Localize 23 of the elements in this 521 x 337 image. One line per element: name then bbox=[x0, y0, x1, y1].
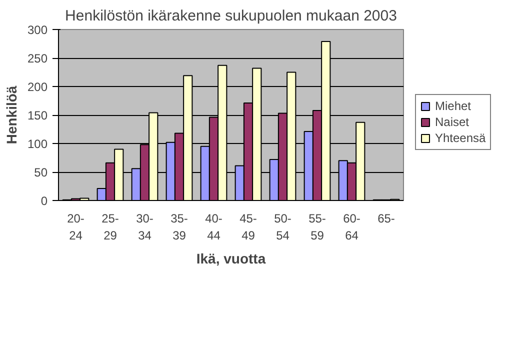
x-tick-label: 40-44 bbox=[205, 212, 222, 242]
y-tick-label: 0 bbox=[40, 194, 48, 208]
y-tick-label: 100 bbox=[27, 137, 48, 151]
x-tick-label: 35-39 bbox=[170, 212, 188, 242]
x-tick-label: 25-29 bbox=[102, 212, 119, 242]
x-tick-label: 55-59 bbox=[308, 212, 326, 242]
x-tick-label: 30-34 bbox=[136, 212, 154, 242]
x-tick-label: 65- bbox=[378, 212, 395, 226]
legend-label: Miehet bbox=[435, 99, 472, 113]
legend-label: Yhteensä bbox=[435, 131, 486, 145]
y-tick-label: 300 bbox=[27, 23, 48, 37]
y-tick-label: 200 bbox=[27, 80, 48, 94]
x-axis-title: Ikä, vuotta bbox=[196, 250, 266, 266]
x-tick-label: 45-49 bbox=[240, 212, 257, 242]
y-tick-label: 250 bbox=[27, 52, 48, 66]
chart-title: Henkilöstön ikärakenne sukupuolen mukaan 2003 bbox=[65, 8, 397, 24]
x-tick-label: 20-24 bbox=[67, 212, 84, 242]
y-tick-label: 50 bbox=[34, 166, 48, 180]
y-axis-title: Henkilöä bbox=[3, 86, 20, 144]
legend-label: Naiset bbox=[435, 115, 470, 129]
x-tick-label: 60-64 bbox=[343, 212, 360, 242]
y-tick-label: 150 bbox=[27, 108, 48, 122]
x-tick-label: 50-54 bbox=[274, 212, 292, 242]
